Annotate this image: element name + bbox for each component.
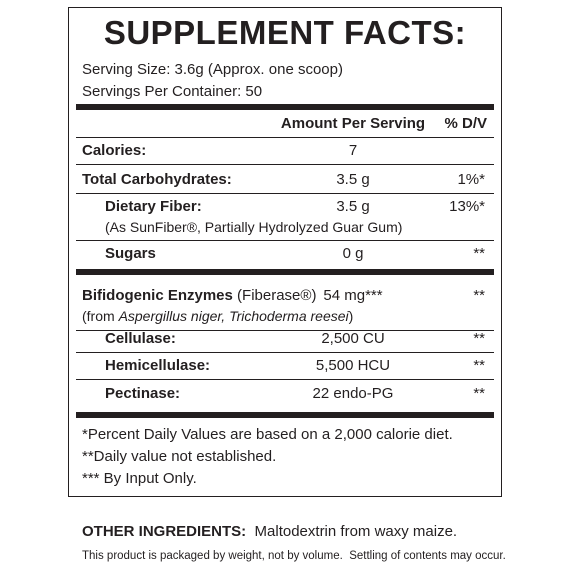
divider (76, 412, 494, 418)
other-ingredients-label: OTHER INGREDIENTS: (82, 523, 247, 540)
row-name: Calories: (82, 142, 147, 159)
row-dv: 13%* (449, 198, 485, 215)
row-amount: 5,500 HCU (315, 357, 391, 374)
row-name-note: (Fiberase®) (237, 287, 317, 304)
divider (76, 379, 494, 380)
header-dv: % D/V (444, 115, 487, 132)
row-dv: ** (473, 357, 485, 374)
row-amount: 22 endo-PG (312, 385, 394, 402)
row-amount: 0 g (342, 245, 364, 262)
servings-per-container: Servings Per Container: 50 (82, 83, 263, 100)
row-name: Hemicellulase: (105, 357, 211, 374)
other-ingredients-text: Maltodextrin from waxy maize. (254, 523, 458, 540)
row-dv: ** (473, 385, 485, 402)
row-name: Sugars (105, 245, 156, 262)
sub-text: ) (348, 308, 354, 324)
row-amount: 3.5 g (336, 198, 370, 215)
footnote: **Daily value not established. (82, 448, 277, 465)
divider (76, 352, 494, 353)
row-amount: 7 (348, 142, 358, 159)
row-dv: 1%* (457, 171, 485, 188)
divider (76, 104, 494, 110)
divider (76, 164, 494, 165)
row-dv: ** (473, 245, 485, 262)
divider (76, 240, 494, 241)
divider (76, 269, 494, 275)
header-amount: Amount Per Serving (280, 115, 426, 132)
divider (76, 193, 494, 194)
footnote: *Percent Daily Values are based on a 2,0… (82, 426, 453, 443)
row-amount: 3.5 g (336, 171, 370, 188)
row-sub: (As SunFiber®, Partially Hydrolyzed Guar… (105, 219, 403, 235)
other-ingredients: OTHER INGREDIENTS: Maltodextrin from wax… (82, 523, 457, 541)
serving-size: Serving Size: 3.6g (Approx. one scoop) (82, 61, 343, 78)
row-name: Bifidogenic Enzymes (82, 287, 233, 304)
divider (76, 330, 494, 331)
row-name: Total Carbohydrates: (82, 171, 232, 188)
row-name: Pectinase: (105, 385, 181, 402)
title: SUPPLEMENT FACTS: (103, 14, 467, 51)
row-name: Dietary Fiber: (105, 198, 202, 215)
footnote: *** By Input Only. (82, 470, 197, 487)
row-amount: 2,500 CU (321, 330, 385, 347)
row-dv: ** (473, 287, 485, 304)
sub-species: Aspergillus niger, Trichoderma reesei (118, 308, 349, 324)
divider (76, 137, 494, 138)
row-amount: 54 mg*** (323, 287, 383, 304)
row-label: Bifidogenic Enzymes (Fiberase®) (82, 287, 316, 305)
facts-box (68, 7, 502, 497)
row-dv: ** (473, 330, 485, 347)
sub-text: (from (82, 308, 119, 324)
packaging-note: This product is packaged by weight, not … (82, 550, 506, 562)
row-sub: (from Aspergillus niger, Trichoderma ree… (82, 307, 353, 325)
row-name: Cellulase: (105, 330, 176, 347)
